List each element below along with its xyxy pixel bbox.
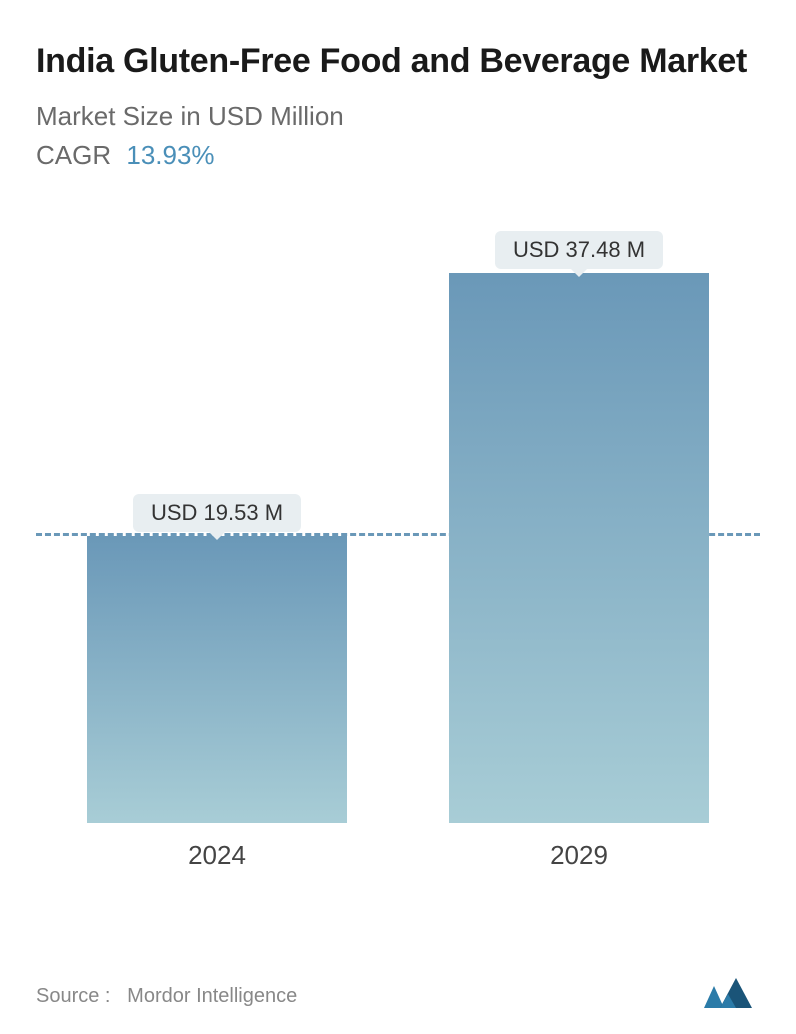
bar — [87, 536, 347, 823]
x-axis-label: 2024 — [67, 840, 367, 871]
page-title: India Gluten-Free Food and Beverage Mark… — [36, 40, 760, 83]
source-footer: Source : Mordor Intelligence — [36, 985, 297, 1008]
bar-value-label: USD 19.53 M — [133, 494, 301, 532]
cagr-row: CAGR 13.93% — [36, 140, 760, 171]
x-axis-label: 2029 — [429, 840, 729, 871]
x-axis-labels: 2024 2029 — [36, 840, 760, 871]
source-name: Mordor Intelligence — [127, 985, 297, 1007]
bar-value-label: USD 37.48 M — [495, 231, 663, 269]
bar-group: USD 19.53 M — [67, 494, 367, 823]
bar — [449, 273, 709, 823]
cagr-label: CAGR — [36, 140, 111, 170]
cagr-value: 13.93% — [126, 140, 214, 170]
bar-chart: USD 19.53 M USD 37.48 M 2024 2029 — [36, 191, 760, 871]
subtitle: Market Size in USD Million — [36, 101, 760, 132]
bars-container: USD 19.53 M USD 37.48 M — [36, 223, 760, 823]
mordor-logo-icon — [700, 972, 760, 1012]
bar-group: USD 37.48 M — [429, 231, 729, 823]
source-label: Source : — [36, 985, 110, 1007]
